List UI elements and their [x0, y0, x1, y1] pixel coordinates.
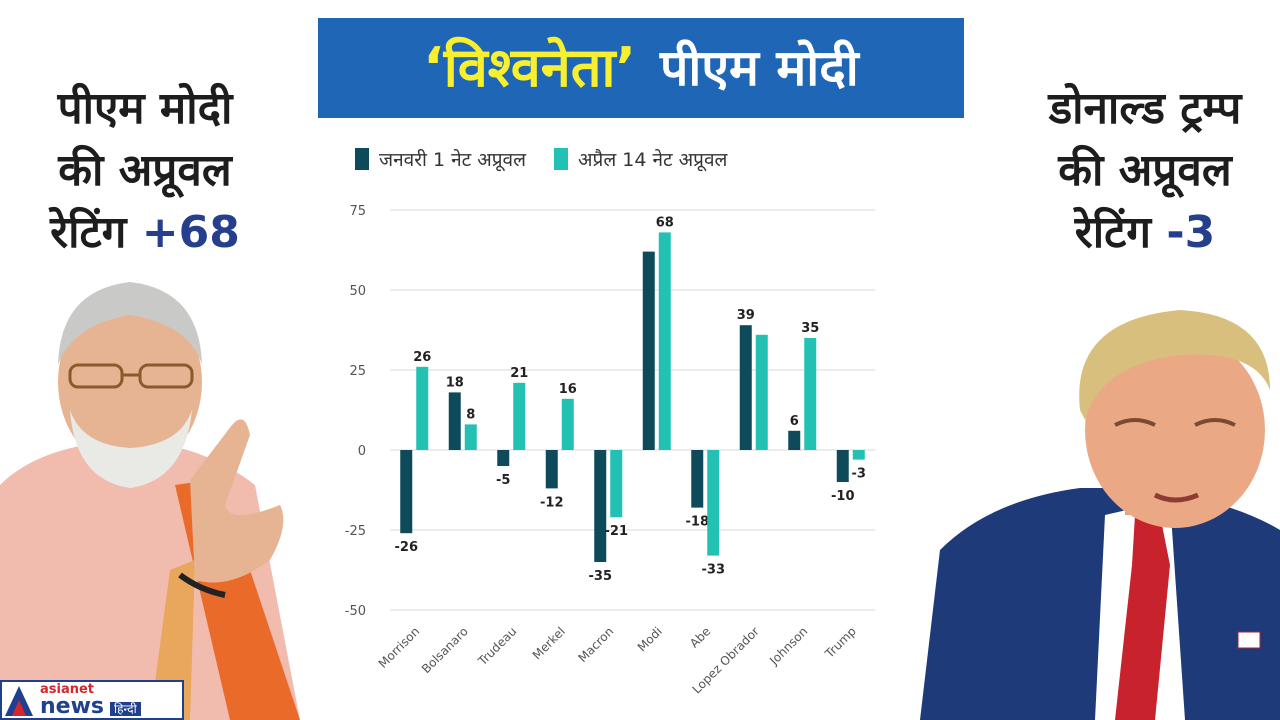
bar — [545, 450, 558, 489]
bar — [513, 382, 526, 450]
data-label: 35 — [801, 321, 819, 336]
logo-line1: asianet — [40, 681, 95, 697]
trump-photo — [920, 310, 1280, 720]
data-label: 21 — [510, 366, 528, 381]
trump-rating-value: -3 — [1166, 207, 1216, 258]
trump-caption-line2: की अप्रूवल — [1058, 145, 1232, 196]
bar — [610, 450, 623, 518]
logo-line2: news — [40, 693, 105, 719]
bar — [836, 450, 849, 482]
bar — [642, 251, 655, 450]
title-banner: ‘विश्वनेता’ पीएम मोदी — [318, 18, 964, 118]
bar — [852, 450, 865, 460]
modi-caption-line1: पीएम मोदी — [57, 83, 233, 134]
x-tick-label: Bolsanaro — [419, 624, 471, 676]
x-tick-label: Macron — [575, 624, 616, 665]
legend-swatch-apr — [554, 148, 569, 170]
x-tick-label: Merkel — [530, 624, 568, 662]
banner-highlight: ‘विश्वनेता’ — [423, 36, 637, 99]
y-tick-label: -50 — [345, 604, 366, 619]
data-label: -5 — [496, 473, 510, 488]
bar — [594, 450, 607, 562]
legend-item-jan: जनवरी 1 नेट अप्रूवल — [355, 146, 526, 172]
logo-badge: हिन्दी — [110, 701, 141, 716]
bar — [400, 450, 413, 534]
data-label: 6 — [790, 414, 799, 429]
trump-caption-line3: रेटिंग — [1074, 207, 1152, 258]
asianet-news-logo: asianet news हिन्दी — [0, 680, 184, 720]
data-label: -10 — [831, 489, 855, 504]
data-label: 18 — [446, 375, 464, 390]
data-label: 26 — [413, 350, 431, 365]
data-label: 68 — [656, 215, 674, 230]
legend-item-apr: अप्रैल 14 नेट अप्रूवल — [554, 146, 727, 172]
y-tick-label: -25 — [345, 524, 366, 539]
bar — [804, 338, 817, 450]
data-label: -3 — [852, 467, 866, 482]
modi-rating-caption: पीएम मोदी की अप्रूवल रेटिंग +68 — [10, 78, 280, 264]
bar — [755, 334, 768, 450]
data-label: 16 — [559, 382, 577, 397]
legend-label-apr: अप्रैल 14 नेट अप्रूवल — [578, 149, 728, 171]
trump-rating-caption: डोनाल्ड ट्रम्प की अप्रूवल रेटिंग -3 — [1010, 78, 1280, 264]
bar — [691, 450, 704, 508]
x-tick-label: Johnson — [766, 624, 810, 668]
modi-photo — [0, 282, 300, 720]
banner-title: पीएम मोदी — [660, 39, 859, 97]
bar — [561, 398, 574, 450]
data-label: -12 — [540, 495, 564, 510]
data-label: -26 — [395, 540, 419, 555]
legend-swatch-jan — [355, 148, 369, 170]
data-label: -21 — [605, 524, 629, 539]
data-label: -33 — [702, 563, 726, 578]
bar — [497, 450, 510, 466]
asianet-logo-icon — [5, 686, 33, 716]
legend-label-jan: जनवरी 1 नेट अप्रूवल — [379, 149, 527, 171]
bar — [707, 450, 720, 556]
bar — [416, 366, 429, 450]
y-tick-label: 25 — [349, 364, 366, 379]
bar — [788, 430, 801, 450]
bar — [464, 424, 477, 450]
bar — [658, 232, 671, 450]
y-tick-label: 75 — [349, 204, 366, 219]
x-tick-label: Modi — [635, 624, 665, 654]
x-tick-label: Morrison — [376, 624, 423, 671]
data-label: -35 — [589, 569, 613, 584]
approval-bar-chart: 75 50 25 0 -25 -50 -26 26 Morrison 18 8 Bolsanaro -5… — [345, 204, 875, 696]
chart-legend: जनवरी 1 नेट अप्रूवल अप्रैल 14 नेट अप्रूव… — [355, 144, 727, 174]
trump-caption-line1: डोनाल्ड ट्रम्प — [1048, 83, 1242, 134]
bar — [739, 325, 752, 450]
x-tick-label: Trudeau — [475, 624, 520, 669]
modi-rating-value: +68 — [141, 207, 240, 258]
data-label: 8 — [466, 407, 475, 422]
modi-caption-line3: रेटिंग — [50, 207, 127, 258]
data-label: -18 — [686, 515, 710, 530]
data-label: 39 — [737, 308, 755, 323]
x-tick-label: Trump — [822, 624, 859, 661]
y-tick-label: 0 — [358, 444, 366, 459]
modi-caption-line2: की अप्रूवल — [58, 145, 232, 196]
x-tick-label: Abe — [687, 624, 713, 650]
y-tick-label: 50 — [349, 284, 366, 299]
bar — [448, 392, 461, 450]
